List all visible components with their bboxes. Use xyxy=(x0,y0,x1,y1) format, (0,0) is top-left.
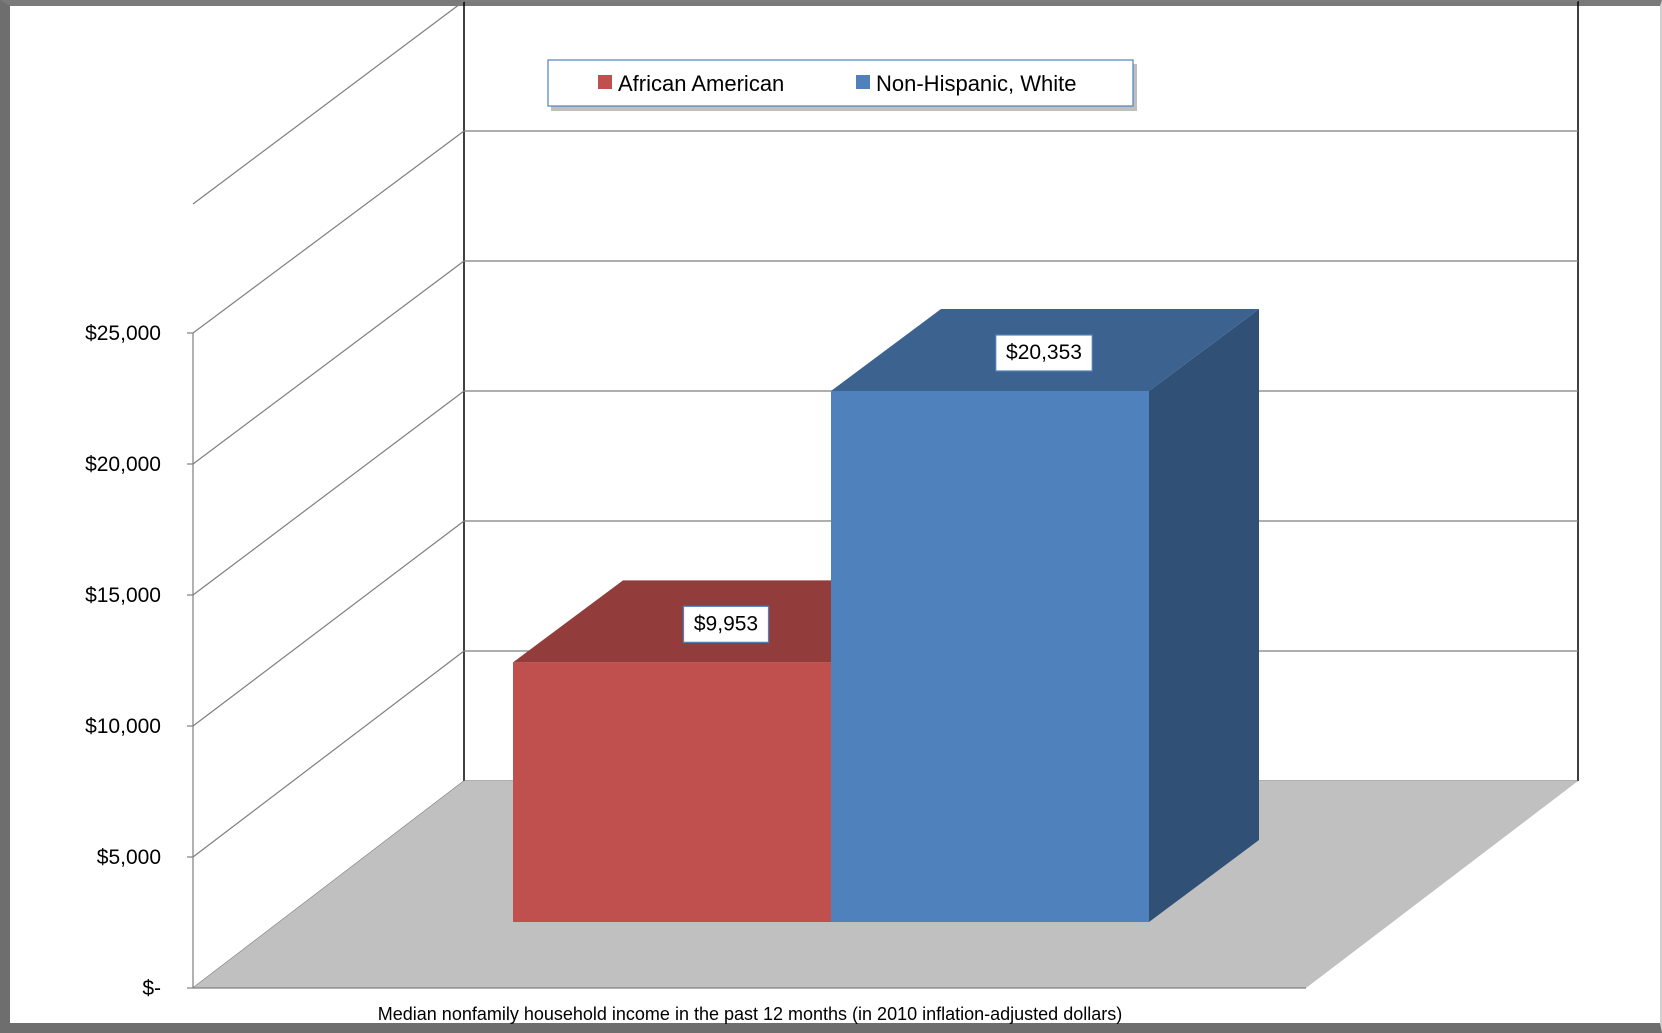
gridline-side xyxy=(192,130,465,334)
bar-front-0 xyxy=(513,662,831,922)
gridline-side xyxy=(192,390,465,596)
legend-label-non-hispanic-white: Non-Hispanic, White xyxy=(876,71,1077,96)
data-labels: $9,953 $20,353 xyxy=(682,334,1093,643)
data-label-box-0 xyxy=(682,605,770,643)
y-tick-label: $25,000 xyxy=(85,322,161,345)
y-axis: $- $5,000 $10,000 $15,000 $20,000 $25,000 xyxy=(85,322,1306,1000)
data-label-1: $20,353 xyxy=(1006,341,1082,364)
bars xyxy=(513,309,1259,922)
x-axis-label: Median nonfamily household income in the… xyxy=(378,1004,1122,1024)
bar-front-1 xyxy=(831,391,1149,922)
data-label-0: $9,953 xyxy=(694,612,758,635)
y-tick-label: $- xyxy=(142,977,161,1000)
gridline-side xyxy=(192,650,465,858)
y-tick-label: $15,000 xyxy=(85,584,161,607)
gridline-side xyxy=(192,260,465,465)
legend-label-african-american: African American xyxy=(618,71,784,96)
y-tick-label: $20,000 xyxy=(85,453,161,476)
bar-side-1 xyxy=(1149,309,1259,922)
y-tick-label: $5,000 xyxy=(97,846,161,869)
side-wall-top-edge xyxy=(192,0,465,205)
y-tick-label: $10,000 xyxy=(85,715,161,738)
gridline-side xyxy=(192,520,465,727)
legend-swatch-non-hispanic-white xyxy=(856,75,870,89)
legend-box xyxy=(547,59,1134,107)
data-label-box-1 xyxy=(995,334,1093,372)
legend-swatch-african-american xyxy=(598,75,612,89)
legend: African American Non-Hispanic, White xyxy=(547,59,1137,111)
